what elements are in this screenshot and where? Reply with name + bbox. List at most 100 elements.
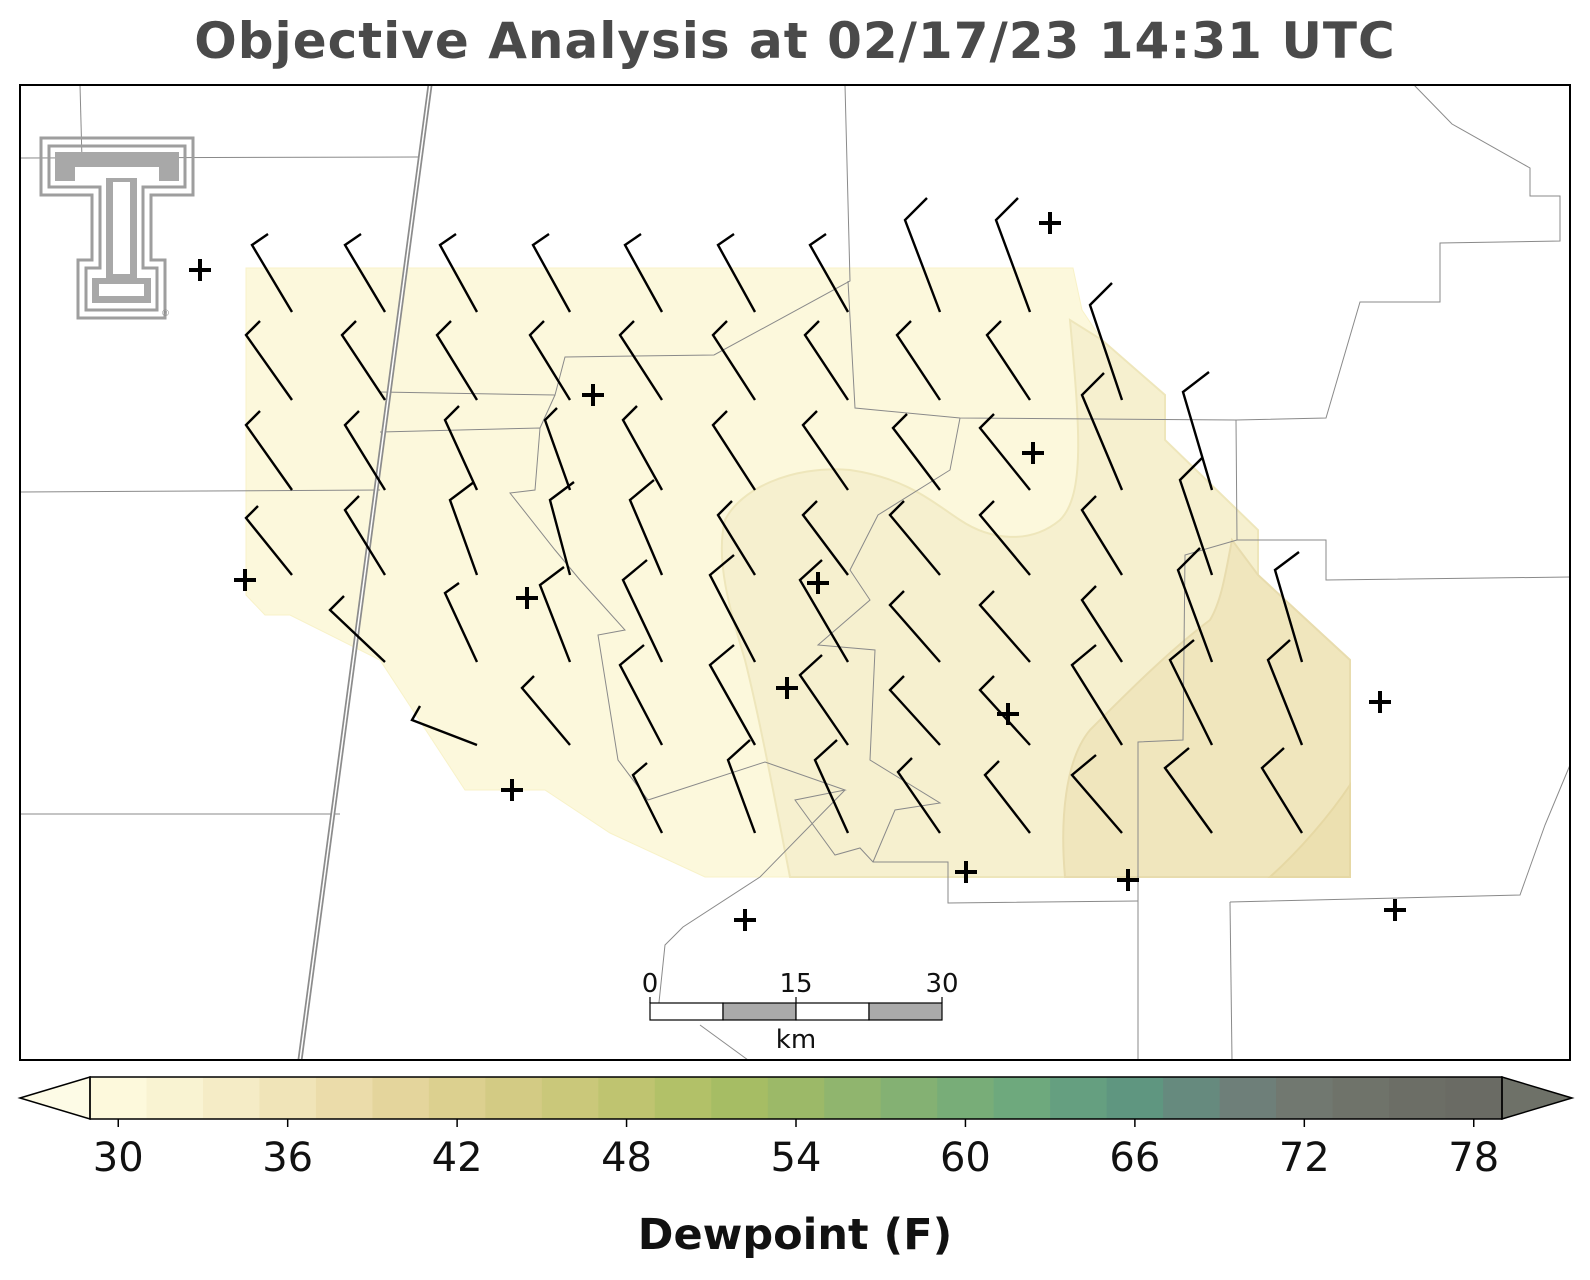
colorbar-cell bbox=[711, 1077, 769, 1119]
colorbar-cell bbox=[1050, 1077, 1108, 1119]
colorbar-cell bbox=[259, 1077, 317, 1119]
wind-barb bbox=[1080, 585, 1124, 663]
wind-barb bbox=[621, 405, 664, 491]
wind-barb bbox=[628, 479, 664, 576]
calm-station-marker bbox=[516, 587, 538, 609]
colorbar-tick-label: 48 bbox=[601, 1135, 652, 1181]
calm-station-marker bbox=[807, 572, 829, 594]
wind-barb bbox=[891, 413, 941, 491]
wind-barb bbox=[343, 495, 387, 576]
colorbar-cell bbox=[372, 1077, 430, 1119]
calm-station-marker bbox=[1022, 442, 1044, 464]
colorbar-cell bbox=[937, 1077, 995, 1119]
wind-barb bbox=[528, 320, 572, 401]
wind-barb bbox=[726, 739, 757, 834]
calm-station-marker bbox=[1039, 212, 1061, 234]
colorbar-tick-label: 30 bbox=[92, 1135, 144, 1181]
map-title: Objective Analysis at 02/17/23 14:31 UTC bbox=[194, 12, 1396, 70]
wind-barb bbox=[978, 590, 1031, 663]
wind-barb bbox=[448, 481, 479, 576]
wind-barbs bbox=[244, 197, 1304, 834]
scale-label-30: 30 bbox=[925, 969, 959, 999]
wind-barb bbox=[888, 500, 941, 576]
map-border bbox=[19, 84, 1571, 1061]
colorbar-cell bbox=[315, 1077, 373, 1119]
colorbar-cell bbox=[654, 1077, 712, 1119]
scale-label-15: 15 bbox=[779, 969, 813, 999]
colorbar-tick-label: 60 bbox=[939, 1135, 991, 1181]
wind-barb bbox=[631, 762, 664, 834]
wind-barb bbox=[543, 407, 572, 491]
calm-station-marker bbox=[1384, 899, 1406, 921]
calm-station-marker bbox=[1369, 691, 1391, 713]
wind-barb bbox=[1168, 639, 1214, 746]
state-boundary bbox=[297, 84, 433, 1061]
wind-barb bbox=[808, 233, 850, 313]
wind-barb bbox=[244, 410, 293, 491]
colorbar-under-arrow bbox=[17, 1075, 91, 1121]
wind-barb bbox=[1080, 495, 1124, 576]
wind-barb bbox=[443, 582, 479, 663]
colorbar-cell bbox=[1219, 1077, 1277, 1119]
dewpoint-region-darker bbox=[1267, 781, 1351, 878]
colorbar-cell bbox=[880, 1077, 938, 1119]
wind-barb bbox=[978, 675, 1031, 746]
scale-bar bbox=[649, 997, 943, 1021]
wind-barb bbox=[438, 233, 479, 313]
wind-barb bbox=[978, 500, 1031, 576]
wind-barb bbox=[618, 644, 664, 746]
wind-barb bbox=[1260, 747, 1304, 834]
wind-barb bbox=[244, 320, 293, 401]
wind-barb bbox=[343, 233, 387, 313]
wind-barb bbox=[903, 197, 942, 313]
scale-label-0: 0 bbox=[641, 969, 659, 999]
wind-barb bbox=[798, 654, 849, 746]
wind-barb bbox=[711, 410, 757, 491]
colorbar-cell bbox=[146, 1077, 204, 1119]
wind-barb bbox=[538, 566, 572, 663]
wind-barb bbox=[888, 675, 941, 746]
wind-barb bbox=[1181, 371, 1214, 491]
colorbar-cell bbox=[1445, 1077, 1503, 1119]
wind-barb bbox=[978, 413, 1031, 491]
wind-barb bbox=[244, 505, 293, 576]
wind-barb bbox=[621, 559, 664, 663]
wind-barb bbox=[1273, 551, 1304, 663]
wind-barb bbox=[983, 760, 1031, 834]
calm-station-marker bbox=[189, 259, 211, 281]
wind-barb bbox=[896, 757, 941, 834]
colorbar-cell bbox=[90, 1077, 148, 1119]
wind-barb bbox=[1070, 644, 1124, 746]
colorbar-cell bbox=[485, 1077, 543, 1119]
wind-barb bbox=[985, 320, 1032, 401]
wind-barb bbox=[548, 481, 575, 576]
dewpoint-analysis-field bbox=[245, 267, 1351, 878]
wind-barb bbox=[520, 675, 571, 746]
scale-unit-label: km bbox=[775, 1025, 817, 1055]
wind-barb bbox=[1080, 372, 1124, 491]
calm-station-marker bbox=[734, 909, 756, 931]
ttu-logo: ® bbox=[39, 136, 195, 320]
calm-station-marker bbox=[501, 779, 523, 801]
wind-barb bbox=[895, 320, 942, 401]
wind-barb bbox=[801, 410, 849, 491]
wind-barb bbox=[813, 739, 850, 834]
colorbar-cell bbox=[1163, 1077, 1221, 1119]
colorbar-tick-label: 72 bbox=[1278, 1135, 1330, 1181]
wind-barb bbox=[1163, 747, 1213, 834]
wind-barb bbox=[1266, 639, 1304, 746]
colorbar-cell bbox=[1389, 1077, 1447, 1119]
wind-barb bbox=[618, 320, 664, 401]
colorbar-cell bbox=[993, 1077, 1051, 1119]
wind-barb bbox=[1176, 547, 1214, 663]
wind-barb bbox=[1178, 457, 1214, 576]
map-frame: ® bbox=[19, 84, 1571, 1061]
wind-barb bbox=[716, 233, 757, 313]
wind-barb bbox=[328, 595, 386, 663]
wind-barb bbox=[711, 320, 757, 401]
wind-barb bbox=[708, 644, 757, 746]
calm-station-markers bbox=[189, 212, 1406, 931]
wind-barb bbox=[1088, 282, 1124, 401]
wind-barb bbox=[443, 405, 479, 491]
colorbar-cell bbox=[1276, 1077, 1334, 1119]
